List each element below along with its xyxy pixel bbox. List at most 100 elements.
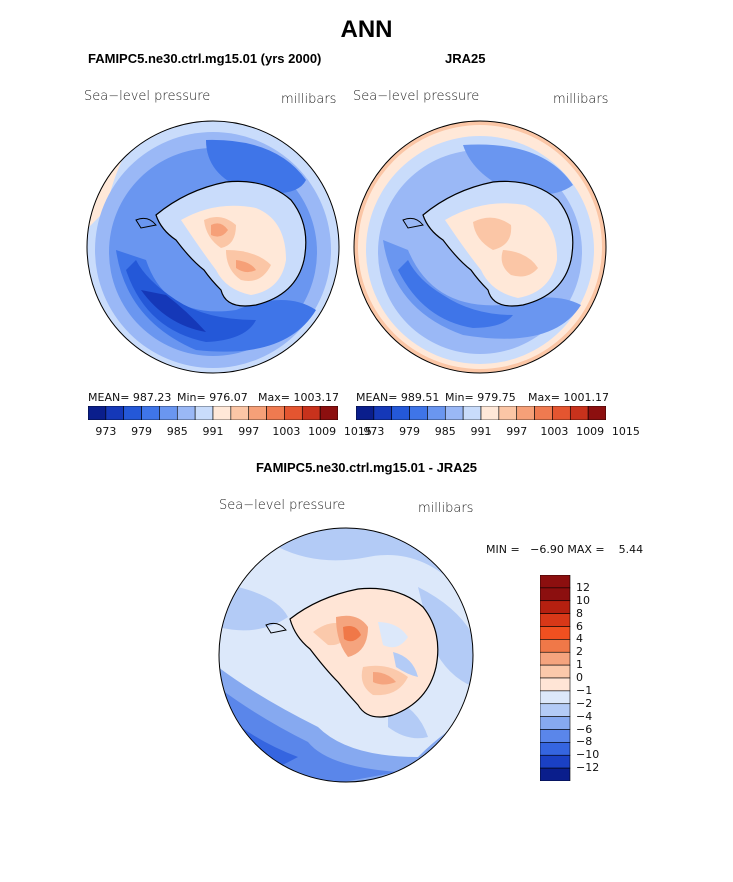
right-units-label: millibars bbox=[553, 92, 609, 107]
colorbar-swatch bbox=[194, 406, 214, 420]
colorbar-swatch bbox=[462, 406, 482, 420]
diff-colorbar-swatch bbox=[540, 626, 571, 640]
colorbar-tick-label: 973 bbox=[95, 425, 117, 438]
diff-colorbar-label: 1 bbox=[576, 658, 583, 672]
diff-colorbar-label: −1 bbox=[576, 683, 593, 697]
diff-colorbar-label: −8 bbox=[576, 735, 593, 749]
colorbar-swatch bbox=[88, 406, 107, 420]
diff-colorbar-swatch bbox=[540, 754, 571, 769]
diff-colorbar-label: −6 bbox=[576, 722, 593, 736]
colorbar-tick-label: 991 bbox=[470, 425, 492, 438]
colorbar-tick-label: 979 bbox=[399, 425, 421, 438]
diff-colorbar-label: 0 bbox=[576, 671, 583, 684]
diff-variable-label: Sea−level pressure bbox=[219, 498, 346, 513]
colorbar-tick-label: 997 bbox=[506, 425, 528, 438]
colorbar-swatch bbox=[301, 406, 321, 420]
colorbar-tick-label: 1003 bbox=[540, 425, 569, 438]
diff-colorbar-label: 10 bbox=[576, 593, 590, 607]
colorbar-tick-label: 997 bbox=[238, 425, 260, 438]
diff-colorbar-swatch bbox=[540, 677, 571, 692]
colorbar-swatch bbox=[319, 406, 338, 420]
colorbar-tick-label: 1009 bbox=[308, 425, 337, 438]
diff-colorbar-swatch bbox=[540, 767, 571, 781]
diff-colorbar-label: −2 bbox=[576, 696, 593, 710]
right-colorbar bbox=[356, 406, 606, 420]
right-max: Max= 1001.17 bbox=[528, 391, 609, 404]
colorbar-swatch bbox=[356, 406, 375, 420]
diff-colorbar-labels: 12 10 8 6 4 2 1 0 −1 −2 −4 −6 −8 −10 −12 bbox=[576, 575, 616, 781]
left-max: Max= 1003.17 bbox=[258, 391, 339, 404]
colorbar-swatch bbox=[534, 406, 553, 420]
left-mean: MEAN= 987.23 bbox=[88, 391, 172, 404]
colorbar-tick-label: 1015 bbox=[611, 425, 640, 438]
colorbar-swatch bbox=[141, 406, 160, 420]
left-min: Min= 976.07 bbox=[177, 391, 248, 404]
colorbar-tick-label: 985 bbox=[434, 425, 456, 438]
diff-colorbar-label: 4 bbox=[576, 632, 583, 646]
colorbar-swatch bbox=[176, 406, 196, 420]
colorbar-swatch bbox=[409, 406, 428, 420]
colorbar-swatch bbox=[480, 406, 500, 420]
diff-colorbar-label: 6 bbox=[576, 619, 583, 633]
colorbar-swatch bbox=[266, 406, 285, 420]
colorbar-tick-label: 973 bbox=[363, 425, 385, 438]
right-polar-map bbox=[353, 120, 607, 374]
diff-panel-title: FAMIPC5.ne30.ctrl.mg15.01 - JRA25 bbox=[255, 460, 478, 475]
diff-colorbar-swatch bbox=[540, 639, 571, 653]
colorbar-tick-label: 979 bbox=[131, 425, 153, 438]
colorbar-swatch bbox=[498, 406, 518, 420]
right-min: Min= 979.75 bbox=[445, 391, 516, 404]
diff-colorbar-swatch bbox=[540, 613, 571, 627]
left-panel-title: FAMIPC5.ne30.ctrl.mg15.01 (yrs 2000) bbox=[88, 51, 322, 66]
diff-units-label: millibars bbox=[418, 501, 474, 516]
colorbar-swatch bbox=[427, 406, 446, 420]
diff-colorbar-swatch bbox=[540, 703, 571, 717]
diff-colorbar-swatch bbox=[540, 742, 571, 756]
colorbar-swatch bbox=[105, 406, 125, 420]
colorbar-swatch bbox=[248, 406, 267, 420]
diff-colorbar bbox=[540, 575, 571, 781]
colorbar-swatch bbox=[230, 406, 250, 420]
diff-min-max: MIN = −6.90 MAX = 5.44 bbox=[486, 543, 644, 556]
diff-colorbar-swatch bbox=[540, 651, 571, 666]
diff-colorbar-label: 2 bbox=[576, 645, 583, 659]
left-variable-label: Sea−level pressure bbox=[84, 89, 211, 104]
colorbar-swatch bbox=[373, 406, 393, 420]
colorbar-tick-label: 1015 bbox=[343, 425, 372, 438]
diff-colorbar-label: 8 bbox=[576, 606, 583, 620]
diff-colorbar-label: −4 bbox=[576, 709, 593, 723]
diff-polar-map bbox=[218, 527, 474, 783]
colorbar-tick-label: 1009 bbox=[576, 425, 605, 438]
right-colorbar-ticks: 973 979 985 991 997 1003 1009 1015 bbox=[356, 425, 640, 439]
diff-colorbar-swatch bbox=[540, 716, 571, 730]
diff-colorbar-label: 12 bbox=[576, 580, 590, 594]
colorbar-swatch bbox=[212, 406, 232, 420]
colorbar-swatch bbox=[444, 406, 464, 420]
diff-colorbar-label: −10 bbox=[576, 748, 600, 762]
diff-colorbar-swatch bbox=[540, 664, 571, 679]
diff-colorbar-swatch bbox=[540, 690, 571, 705]
colorbar-swatch bbox=[552, 406, 571, 420]
colorbar-swatch bbox=[391, 406, 410, 420]
colorbar-swatch bbox=[516, 406, 535, 420]
left-units-label: millibars bbox=[281, 92, 337, 107]
colorbar-tick-label: 991 bbox=[202, 425, 224, 438]
colorbar-swatch bbox=[123, 406, 142, 420]
diff-colorbar-swatch bbox=[540, 587, 571, 602]
diff-colorbar-label: −12 bbox=[576, 761, 600, 775]
colorbar-swatch bbox=[159, 406, 178, 420]
colorbar-swatch bbox=[569, 406, 589, 420]
colorbar-tick-label: 1003 bbox=[272, 425, 301, 438]
right-panel-title: JRA25 bbox=[445, 51, 486, 66]
right-mean: MEAN= 989.51 bbox=[356, 391, 440, 404]
colorbar-tick-label: 985 bbox=[166, 425, 188, 438]
left-colorbar bbox=[88, 406, 338, 420]
colorbar-swatch bbox=[284, 406, 303, 420]
right-variable-label: Sea−level pressure bbox=[353, 89, 480, 104]
colorbar-swatch bbox=[587, 406, 606, 420]
diff-colorbar-swatch bbox=[540, 600, 571, 614]
figure-title: ANN bbox=[340, 16, 393, 43]
diff-colorbar-swatch bbox=[540, 575, 571, 589]
left-polar-map bbox=[86, 120, 340, 374]
diff-colorbar-swatch bbox=[540, 729, 571, 743]
